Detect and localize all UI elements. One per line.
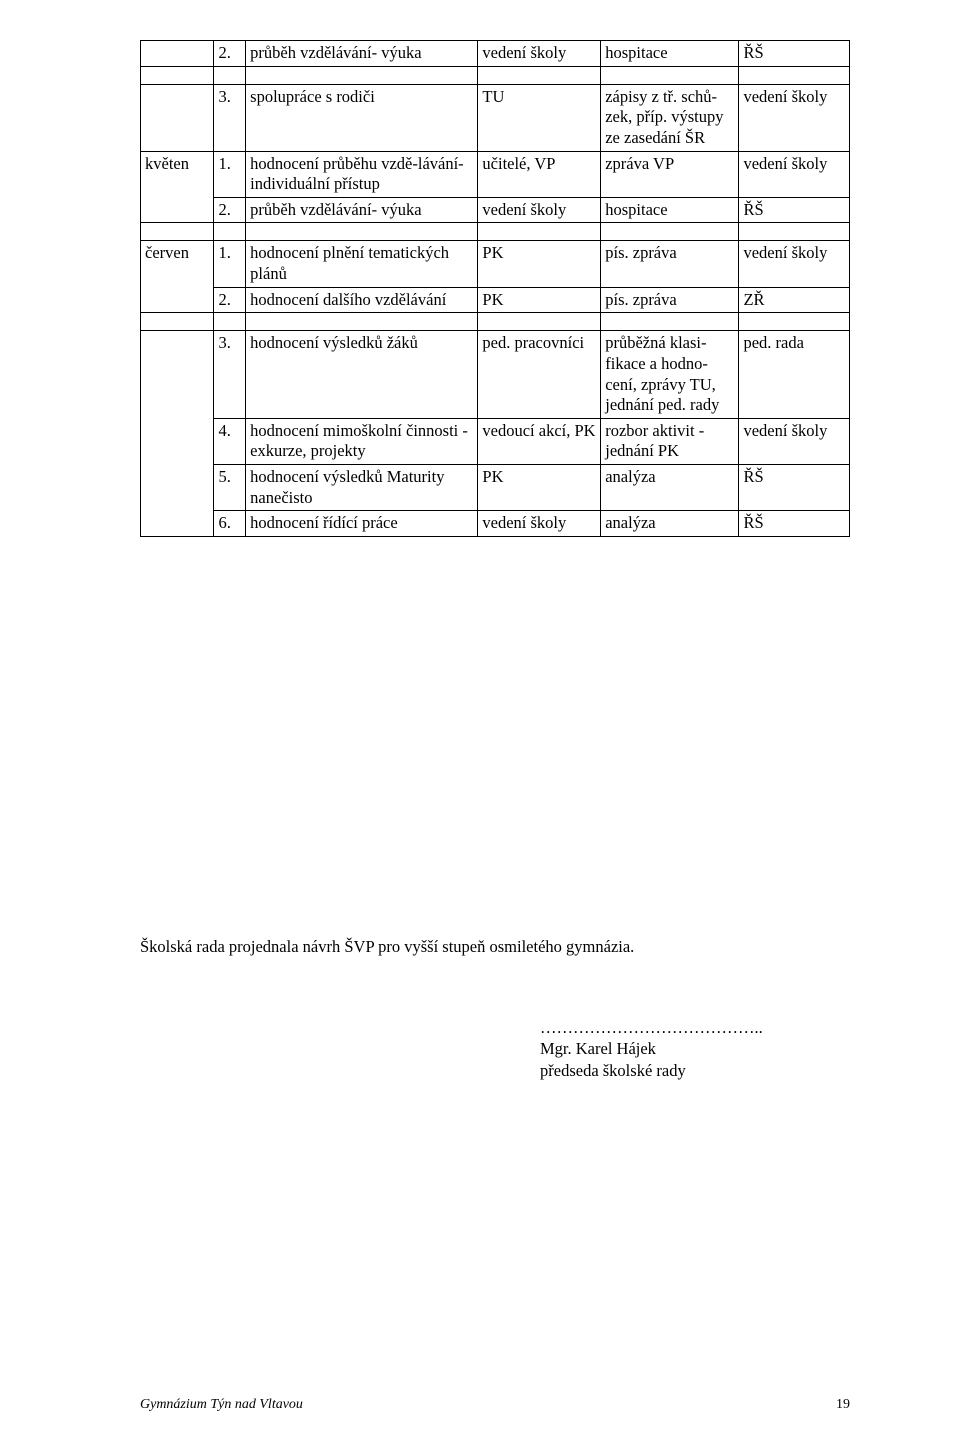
cell-res: ŘŠ <box>739 465 850 511</box>
cell-who: vedení školy <box>478 41 601 67</box>
cell-task: průběh vzdělávání- výuka <box>246 197 478 223</box>
cell-task: hodnocení výsledků Maturity nanečisto <box>246 465 478 511</box>
cell-month <box>141 84 214 151</box>
cell-out: pís. zpráva <box>601 241 739 287</box>
signature-name: Mgr. Karel Hájek <box>540 1038 850 1059</box>
table-row: 3. spolupráce s rodiči TU zápisy z tř. s… <box>141 84 850 151</box>
footer-left: Gymnázium Týn nad Vltavou <box>140 1397 303 1413</box>
evaluation-table: 2. průběh vzdělávání- výuka vedení školy… <box>140 40 850 537</box>
cell-task: hodnocení výsledků žáků <box>246 331 478 419</box>
cell-month <box>141 41 214 67</box>
closing-paragraph: Školská rada projednala návrh ŠVP pro vy… <box>140 937 850 957</box>
cell-who: vedení školy <box>478 197 601 223</box>
cell-out: pís. zpráva <box>601 287 739 313</box>
table-row: 6. hodnocení řídící práce vedení školy a… <box>141 511 850 537</box>
cell-out: hospitace <box>601 197 739 223</box>
cell-num: 1. <box>214 241 246 287</box>
cell-res: vedení školy <box>739 151 850 197</box>
document-page: 2. průběh vzdělávání- výuka vedení školy… <box>0 0 960 1451</box>
cell-res: vedení školy <box>739 418 850 464</box>
cell-out: analýza <box>601 511 739 537</box>
footer-page-number: 19 <box>836 1397 850 1413</box>
table-row: 3. hodnocení výsledků žáků ped. pracovní… <box>141 331 850 419</box>
signature-dots: ………………………………….. <box>540 1017 850 1038</box>
cell-who: vedení školy <box>478 511 601 537</box>
table-row: 4. hodnocení mimoškolní činnosti - exkur… <box>141 418 850 464</box>
cell-month <box>141 331 214 537</box>
cell-task: spolupráce s rodiči <box>246 84 478 151</box>
cell-task: hodnocení řídící práce <box>246 511 478 537</box>
cell-res: vedení školy <box>739 241 850 287</box>
cell-num: 3. <box>214 331 246 419</box>
table-gap-row <box>141 313 850 331</box>
cell-task: hodnocení plnění tematických plánů <box>246 241 478 287</box>
cell-num: 2. <box>214 41 246 67</box>
cell-num: 6. <box>214 511 246 537</box>
table-row: 5. hodnocení výsledků Maturity nanečisto… <box>141 465 850 511</box>
cell-num: 2. <box>214 197 246 223</box>
cell-res: ŘŠ <box>739 41 850 67</box>
table-row: 2. hodnocení dalšího vzdělávání PK pís. … <box>141 287 850 313</box>
table-row: 2. průběh vzdělávání- výuka vedení školy… <box>141 41 850 67</box>
table-gap-row <box>141 223 850 241</box>
cell-month: květen <box>141 151 214 223</box>
cell-out: hospitace <box>601 41 739 67</box>
cell-who: PK <box>478 287 601 313</box>
cell-task: hodnocení mimoškolní činnosti - exkurze,… <box>246 418 478 464</box>
signature-role: předseda školské rady <box>540 1060 850 1081</box>
cell-num: 2. <box>214 287 246 313</box>
cell-who: PK <box>478 241 601 287</box>
cell-res: vedení školy <box>739 84 850 151</box>
cell-month: červen <box>141 241 214 313</box>
cell-num: 5. <box>214 465 246 511</box>
signature-block: ………………………………….. Mgr. Karel Hájek předsed… <box>540 1017 850 1081</box>
cell-task: hodnocení dalšího vzdělávání <box>246 287 478 313</box>
cell-out: analýza <box>601 465 739 511</box>
cell-who: ped. pracovníci <box>478 331 601 419</box>
cell-res: ŘŠ <box>739 511 850 537</box>
table-row: 2. průběh vzdělávání- výuka vedení školy… <box>141 197 850 223</box>
table-row: červen 1. hodnocení plnění tematických p… <box>141 241 850 287</box>
table-row: květen 1. hodnocení průběhu vzdě-lávání-… <box>141 151 850 197</box>
cell-res: ZŘ <box>739 287 850 313</box>
cell-who: PK <box>478 465 601 511</box>
cell-out: průběžná klasi-fikace a hodno-cení, zprá… <box>601 331 739 419</box>
table-gap-row <box>141 66 850 84</box>
cell-num: 3. <box>214 84 246 151</box>
cell-num: 1. <box>214 151 246 197</box>
cell-out: zpráva VP <box>601 151 739 197</box>
cell-num: 4. <box>214 418 246 464</box>
page-footer: Gymnázium Týn nad Vltavou 19 <box>140 1397 850 1413</box>
cell-res: ŘŠ <box>739 197 850 223</box>
cell-who: vedoucí akcí, PK <box>478 418 601 464</box>
cell-who: učitelé, VP <box>478 151 601 197</box>
cell-out: rozbor aktivit - jednání PK <box>601 418 739 464</box>
cell-res: ped. rada <box>739 331 850 419</box>
cell-task: hodnocení průběhu vzdě-lávání- individuá… <box>246 151 478 197</box>
cell-task: průběh vzdělávání- výuka <box>246 41 478 67</box>
cell-out: zápisy z tř. schů-zek, příp. výstupy ze … <box>601 84 739 151</box>
cell-who: TU <box>478 84 601 151</box>
